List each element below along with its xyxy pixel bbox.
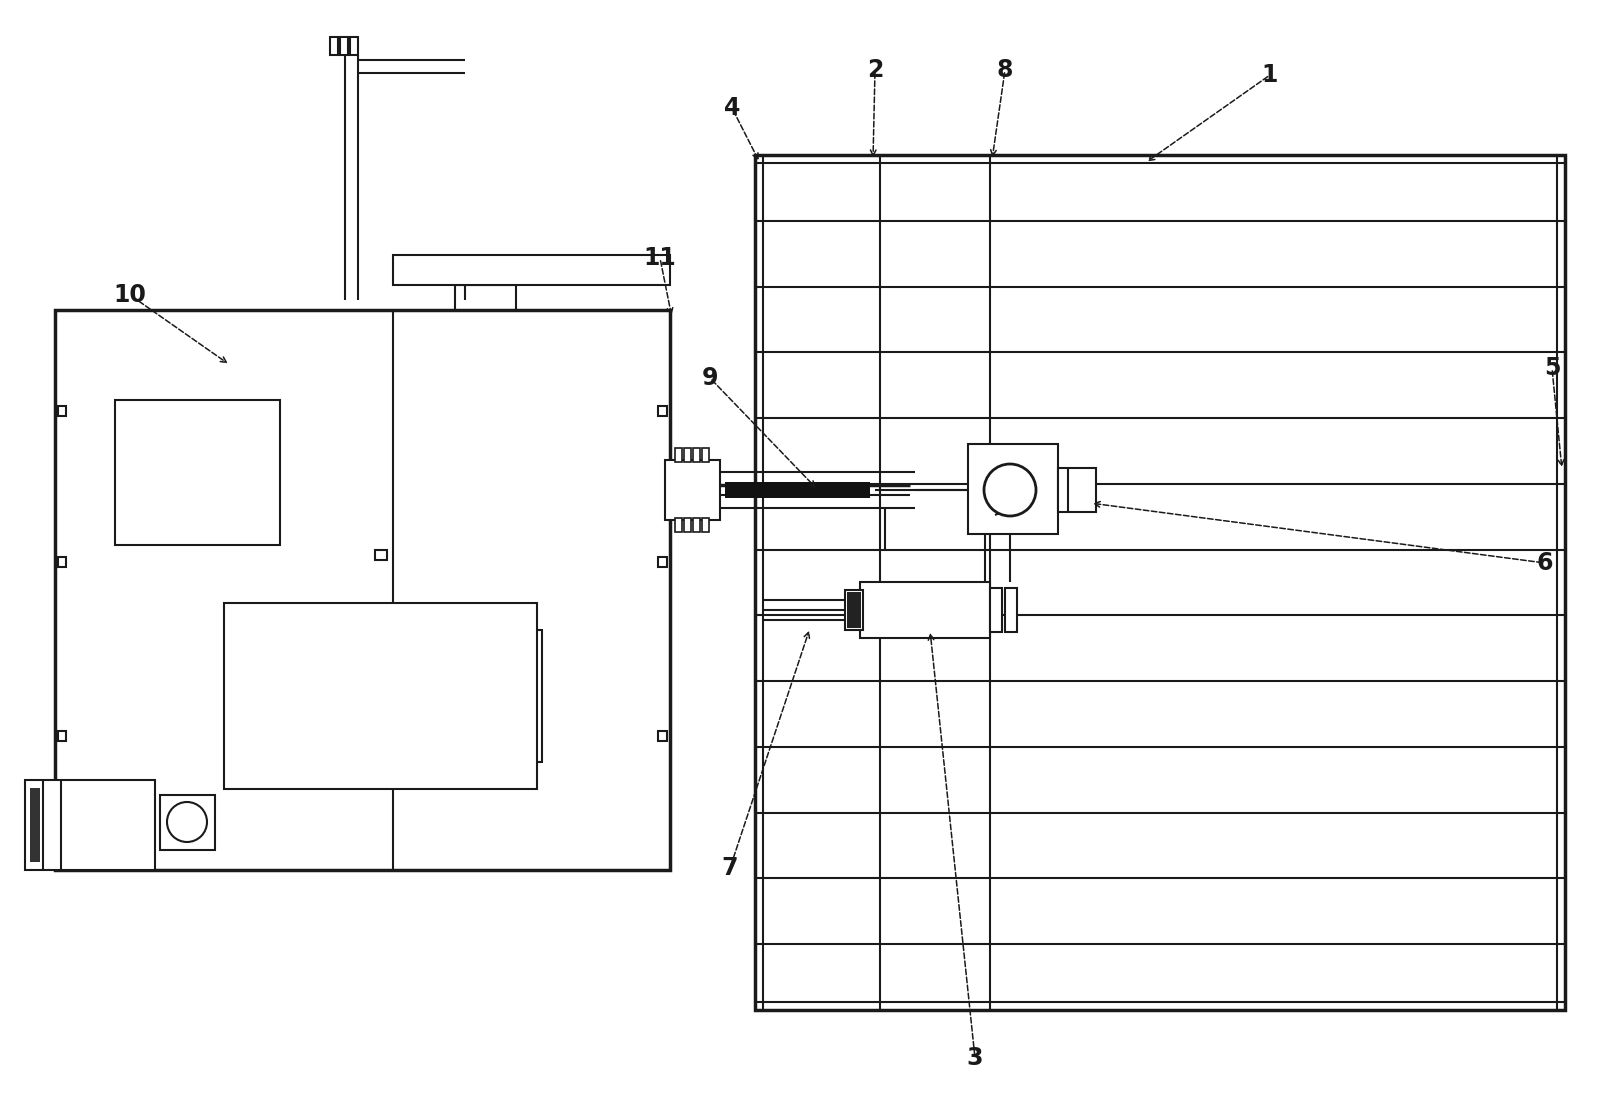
Bar [861, 582, 990, 638]
Bar [1058, 468, 1096, 512]
Bar [30, 788, 40, 862]
Text: 1: 1 [1262, 64, 1278, 87]
Bar [693, 448, 701, 462]
Bar [658, 406, 667, 416]
Bar [350, 37, 358, 55]
Bar [755, 155, 1565, 1010]
Bar [675, 448, 682, 462]
Bar [1005, 588, 1018, 632]
Bar [968, 444, 1058, 534]
Bar [374, 550, 387, 560]
Bar [394, 255, 670, 285]
Circle shape [166, 802, 206, 842]
Bar [725, 482, 870, 498]
Text: 9: 9 [702, 366, 718, 390]
Bar [658, 730, 667, 740]
Bar [846, 592, 861, 628]
Text: 4: 4 [723, 96, 741, 120]
Bar [702, 518, 709, 532]
Bar [330, 37, 338, 55]
Text: 7: 7 [722, 856, 738, 880]
Bar [658, 558, 667, 568]
Text: 10: 10 [114, 283, 147, 307]
Bar [666, 460, 720, 520]
Bar [493, 630, 542, 762]
Bar [845, 590, 862, 630]
Bar [58, 730, 66, 740]
Circle shape [984, 464, 1037, 516]
Bar [339, 37, 349, 55]
Bar [26, 780, 155, 870]
Bar [990, 588, 1002, 632]
Text: 6: 6 [1536, 551, 1554, 575]
Bar [685, 448, 691, 462]
Bar [238, 618, 498, 774]
Text: 11: 11 [643, 246, 677, 270]
Text: 5: 5 [1544, 356, 1560, 380]
Bar [58, 558, 66, 568]
Bar [160, 795, 214, 850]
Bar [693, 518, 701, 532]
Bar [224, 603, 538, 789]
Bar [115, 400, 280, 545]
Bar [675, 518, 682, 532]
Bar [685, 518, 691, 532]
Text: 8: 8 [997, 58, 1013, 83]
Bar [58, 406, 66, 416]
Bar [702, 448, 709, 462]
Text: 3: 3 [966, 1046, 984, 1070]
Text: 2: 2 [867, 58, 883, 83]
Bar [54, 310, 670, 870]
